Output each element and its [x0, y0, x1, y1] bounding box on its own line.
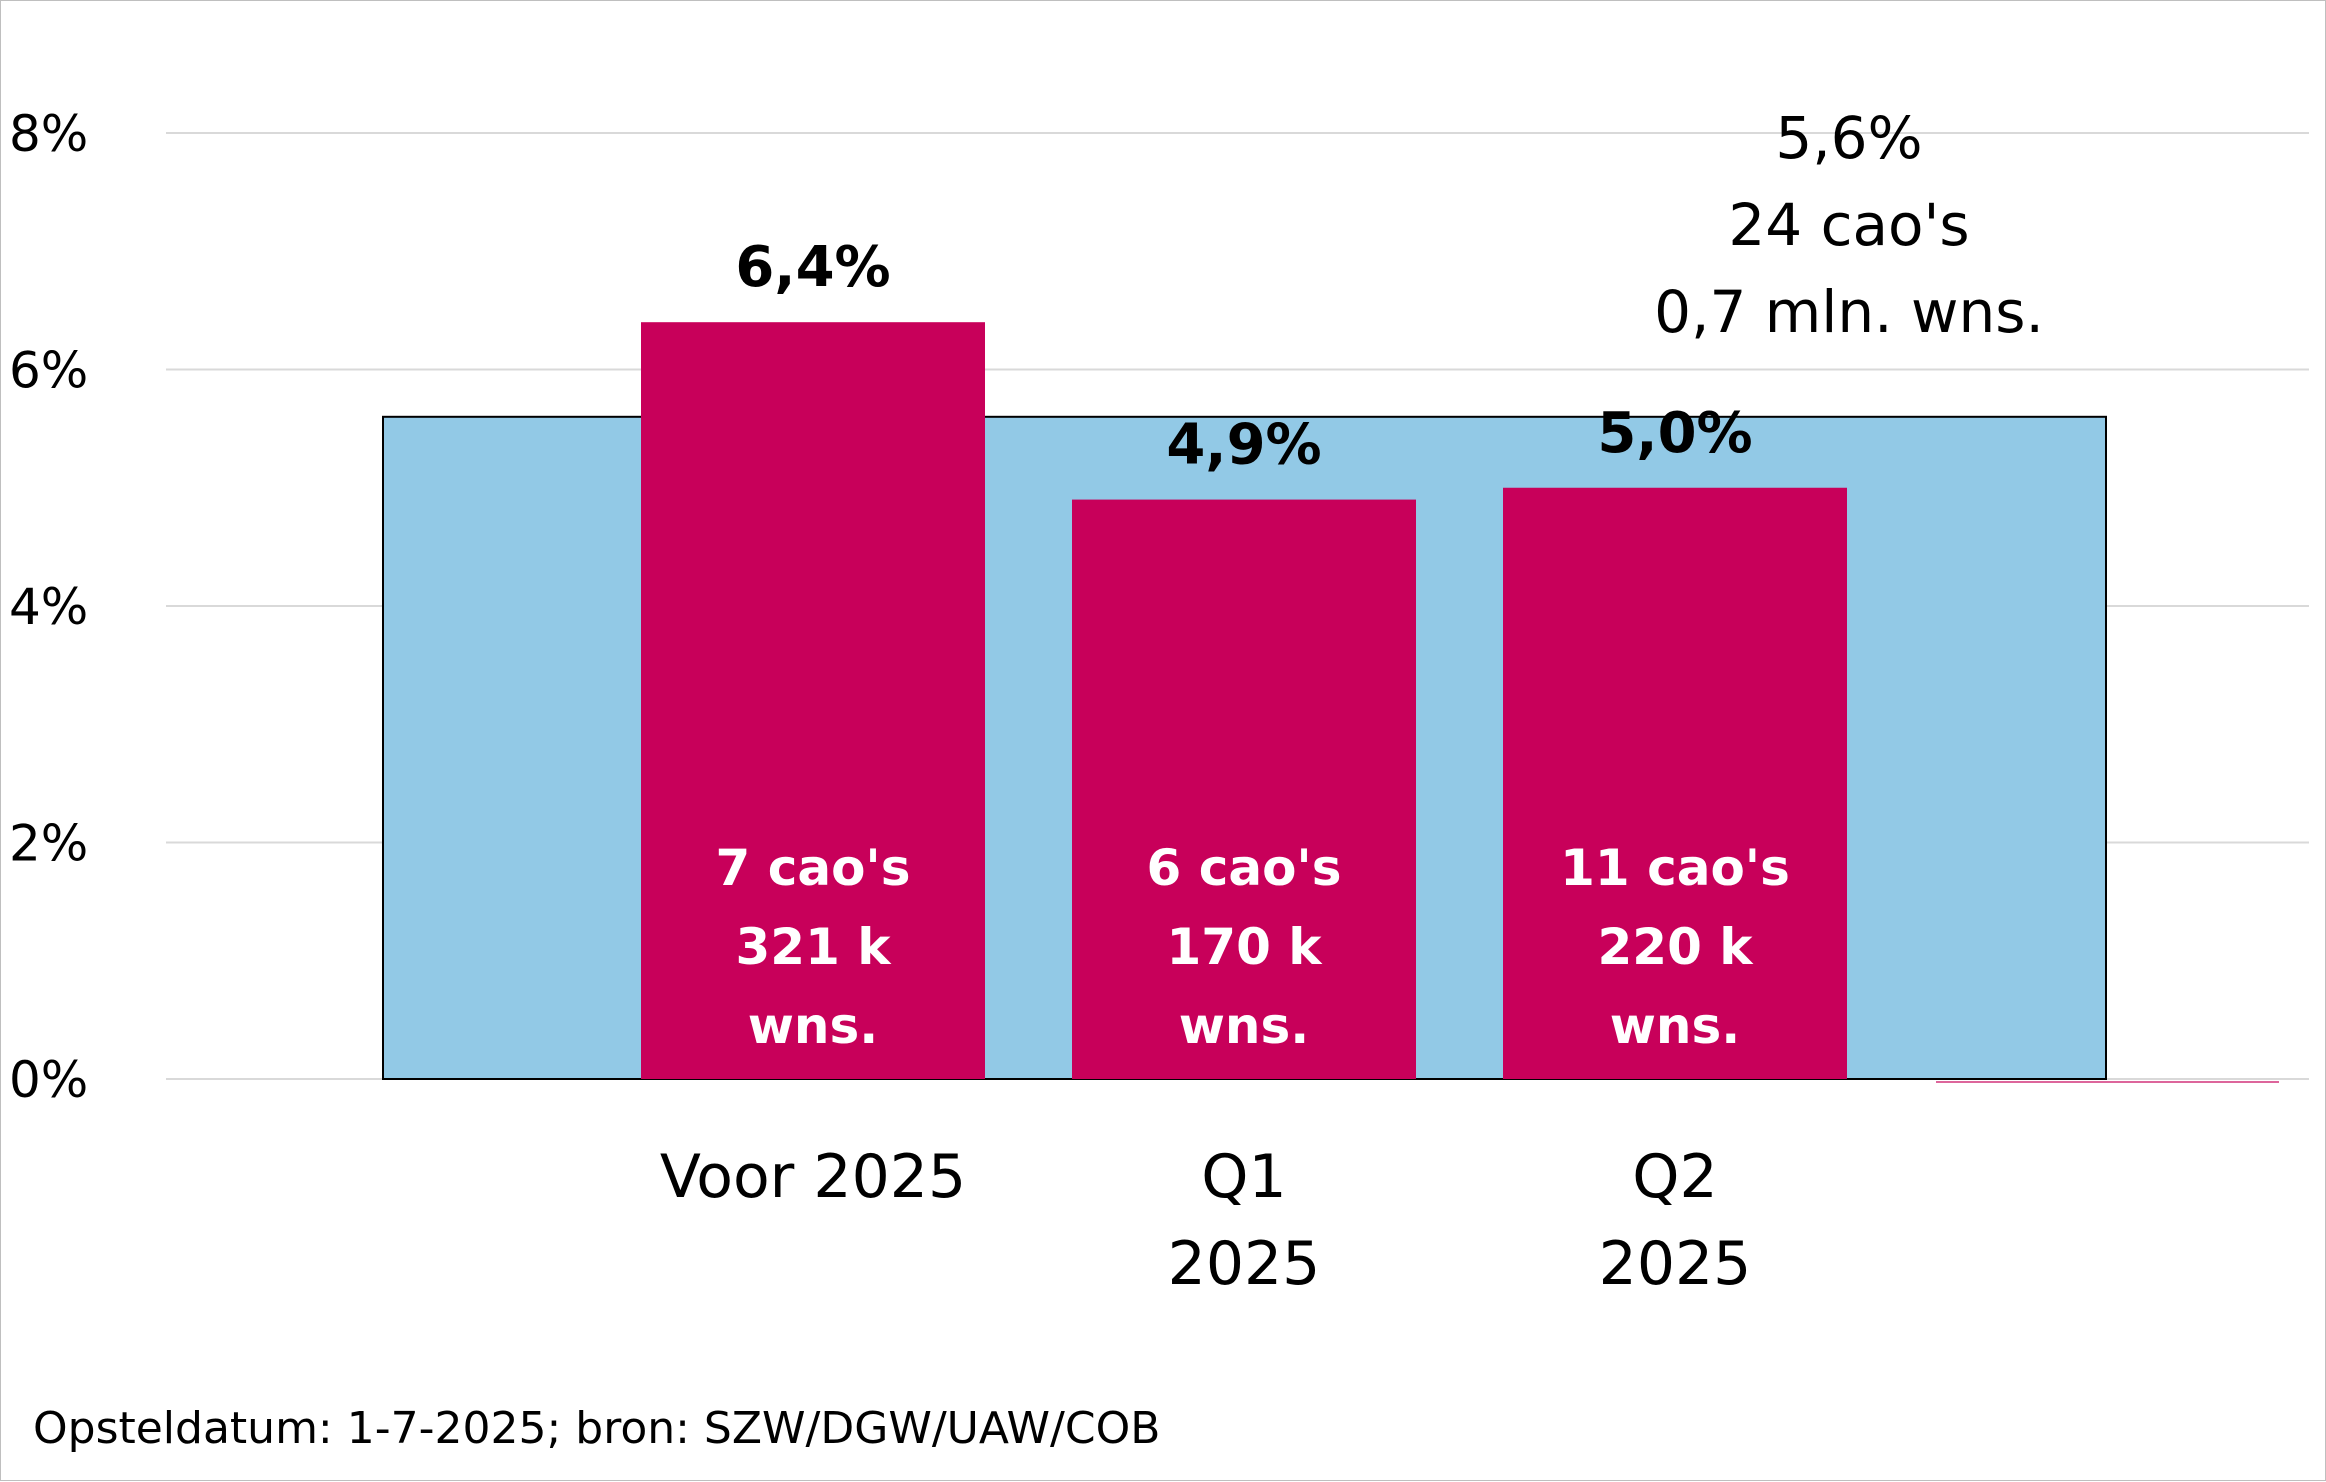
- y-tick-label: 0%: [9, 1051, 88, 1109]
- x-tick-label: Q1: [1201, 1142, 1286, 1212]
- y-tick-label: 2%: [9, 815, 88, 873]
- bar-note: 11 cao's: [1560, 839, 1790, 897]
- data-label: 4,9%: [1166, 413, 1321, 478]
- bar-note: wns.: [1179, 997, 1310, 1055]
- bar-note: wns.: [748, 997, 879, 1055]
- x-tick-label: Q2: [1632, 1142, 1717, 1212]
- total-annotation: 24 cao's: [1728, 191, 1969, 259]
- x-tick-label: 2025: [1599, 1229, 1752, 1299]
- y-tick-label: 6%: [9, 342, 88, 400]
- source-note: Opsteldatum: 1-7-2025; bron: SZW/DGW/UAW…: [33, 1403, 1160, 1454]
- bar: [641, 322, 985, 1079]
- x-tick-label: Voor 2025: [660, 1142, 966, 1212]
- total-annotation: 5,6%: [1775, 104, 1922, 172]
- data-label: 5,0%: [1597, 401, 1752, 466]
- data-label: 6,4%: [735, 235, 890, 300]
- y-tick-label: 8%: [9, 105, 88, 163]
- bar-note: 220 k: [1597, 918, 1754, 976]
- bar-note: wns.: [1610, 997, 1741, 1055]
- total-annotation: 0,7 mln. wns.: [1654, 278, 2044, 346]
- y-tick-label: 4%: [9, 578, 88, 636]
- bar: [1503, 487, 1847, 1079]
- bar-note: 6 cao's: [1147, 839, 1342, 897]
- bar-note: 170 k: [1166, 918, 1323, 976]
- x-tick-label: 2025: [1168, 1229, 1321, 1299]
- bar-note: 321 k: [735, 918, 892, 976]
- bar: [1072, 499, 1416, 1079]
- bar-note: 7 cao's: [716, 839, 911, 897]
